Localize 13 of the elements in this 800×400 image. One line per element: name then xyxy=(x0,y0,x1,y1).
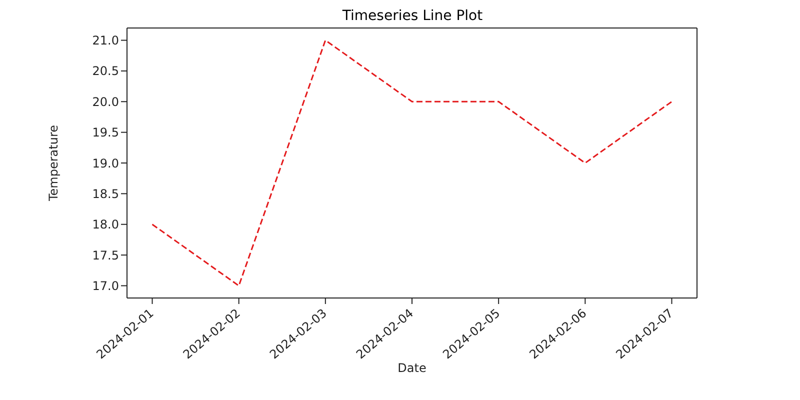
y-tick-label: 18.5 xyxy=(92,186,119,201)
y-tick-label: 20.0 xyxy=(92,94,119,109)
y-tick-label: 18.0 xyxy=(92,218,119,232)
y-tick-label: 20.5 xyxy=(92,64,119,78)
y-tick-label: 21.0 xyxy=(92,34,119,48)
y-tick-label: 19.0 xyxy=(92,156,119,170)
y-tick-label: 19.5 xyxy=(92,126,119,140)
y-tick-label: 17.0 xyxy=(92,278,119,293)
x-axis-title: Date xyxy=(398,361,426,375)
line-series xyxy=(152,40,672,286)
y-tick-label: 17.5 xyxy=(92,248,119,262)
y-axis-title: Temperature xyxy=(46,124,60,202)
chart-title: Timeseries Line Plot xyxy=(341,8,484,24)
